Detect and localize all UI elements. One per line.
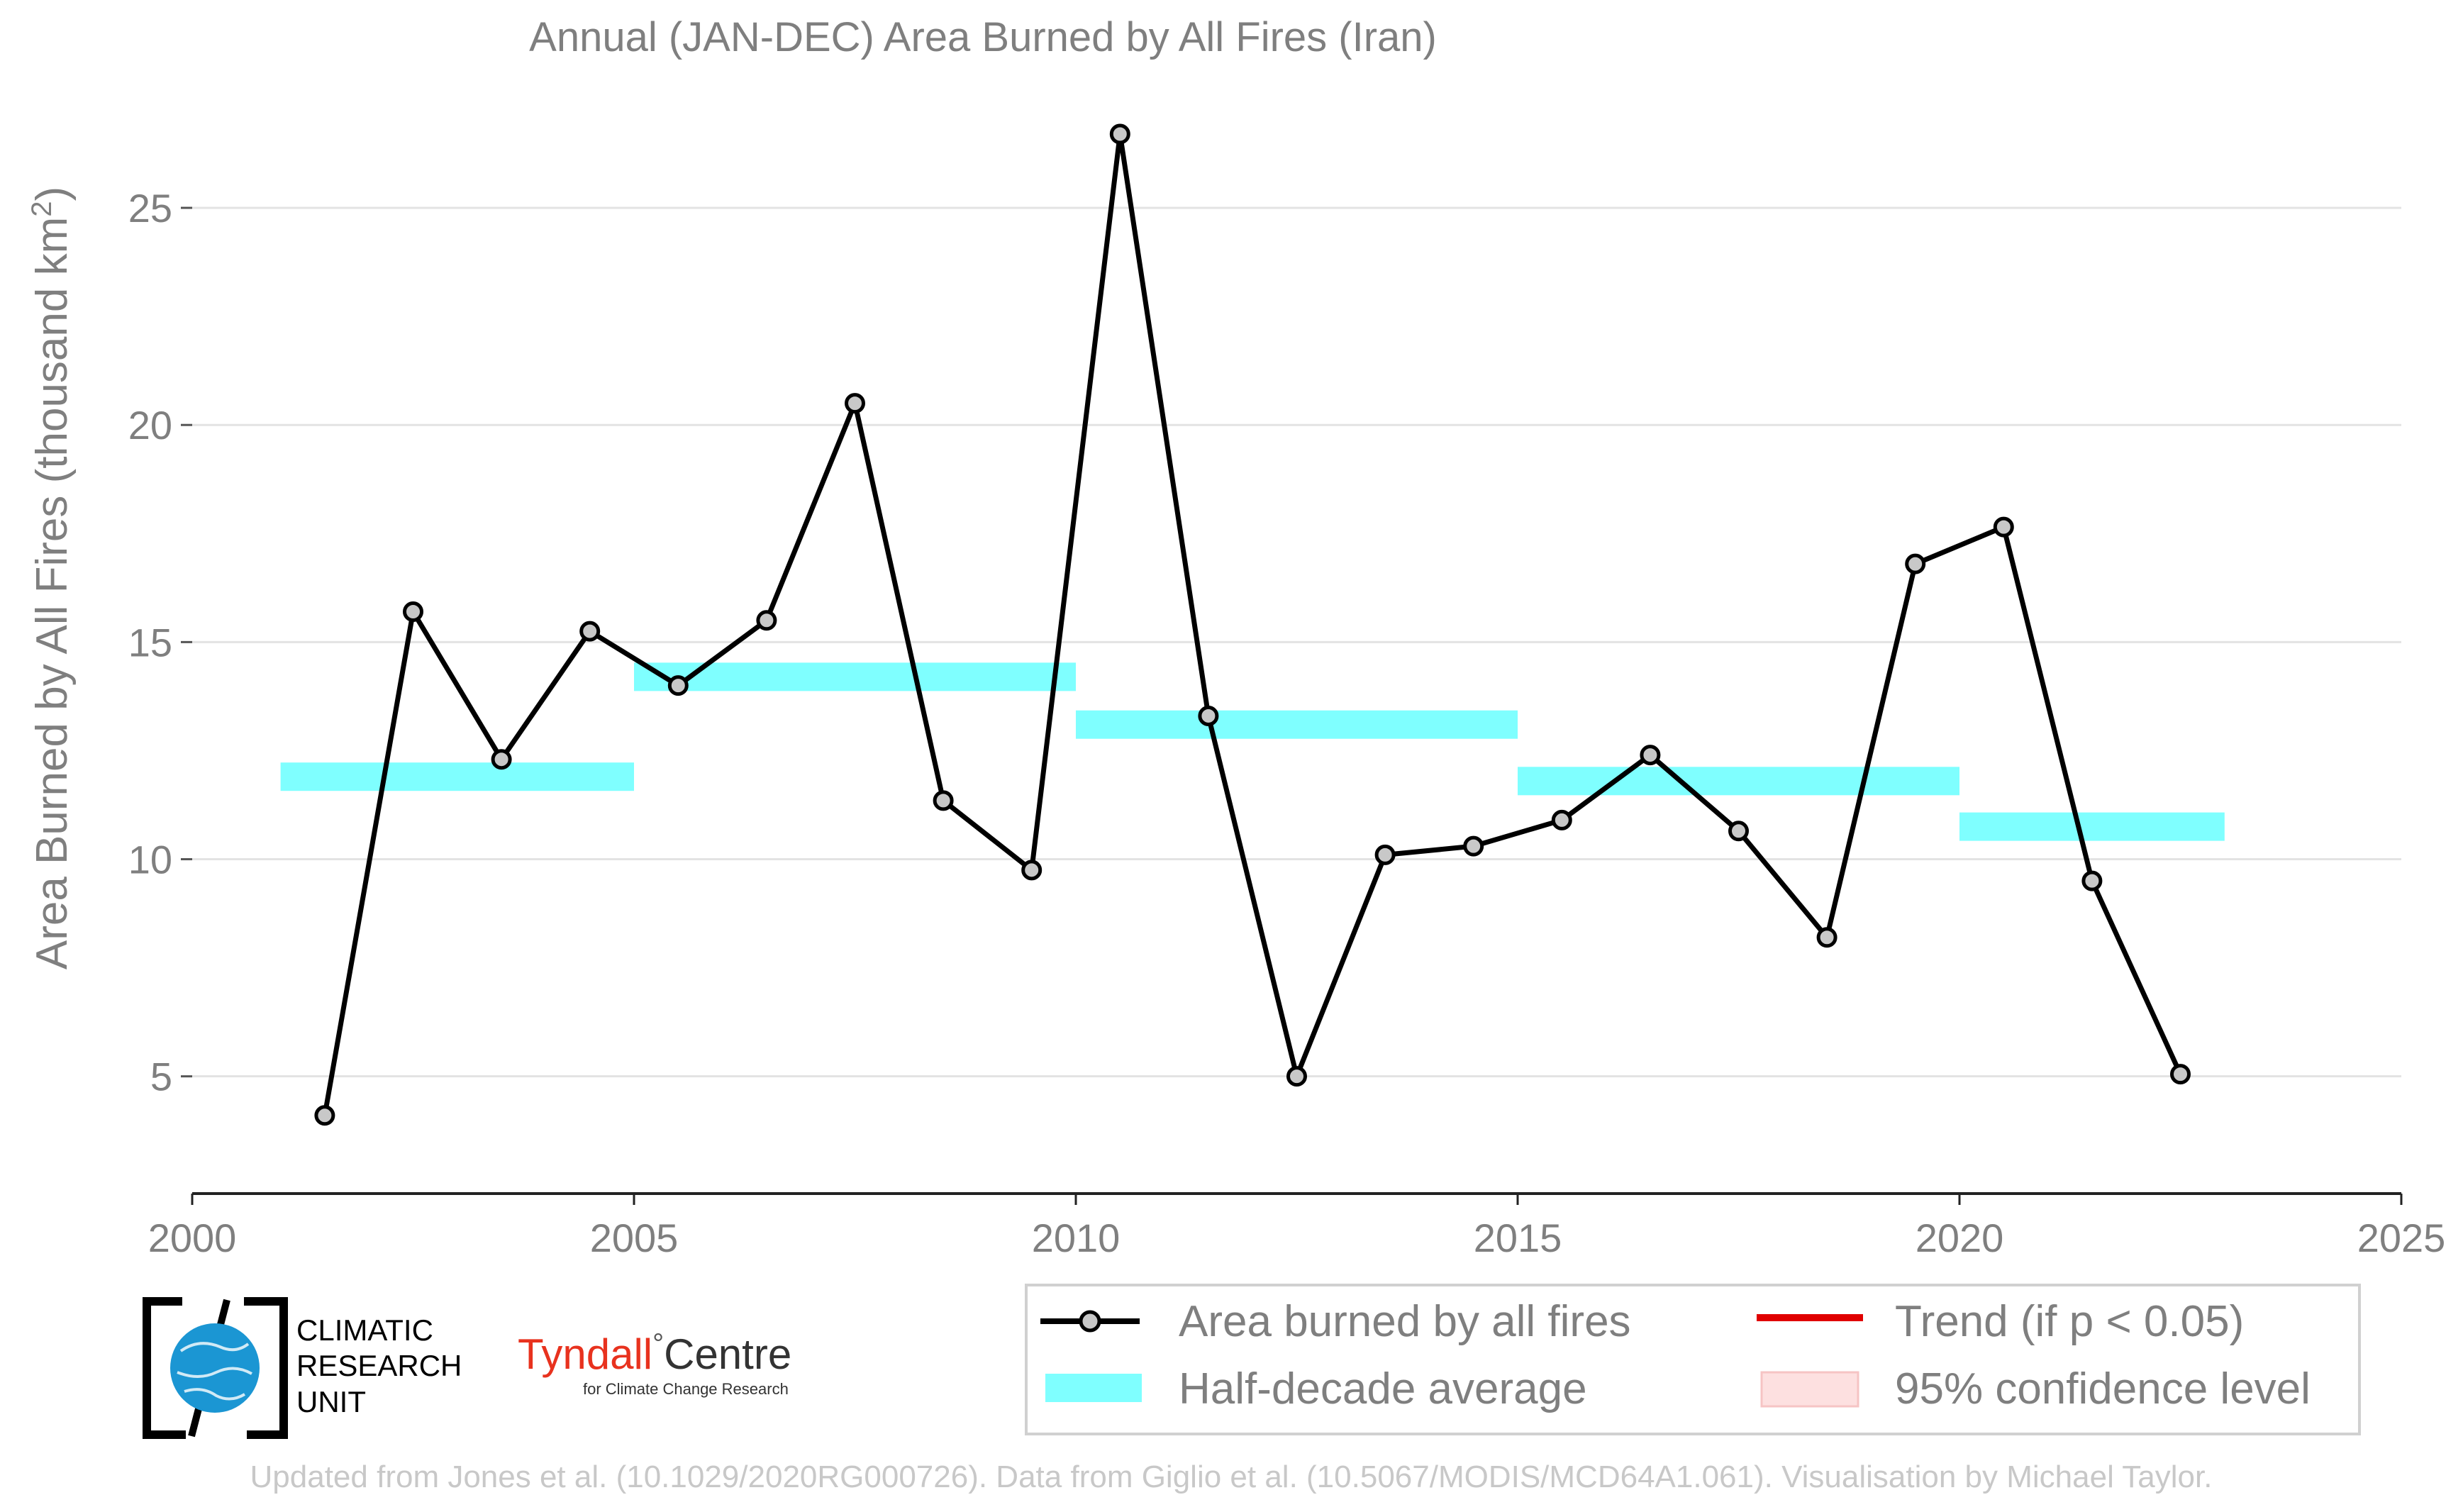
legend-half-decade-swatch xyxy=(1045,1374,1142,1402)
area-burned-point xyxy=(491,749,512,770)
area-burned-point xyxy=(314,1105,335,1126)
area-burned-point xyxy=(845,393,865,414)
legend-label-area-burned: Area burned by all fires xyxy=(1179,1297,1631,1346)
y-tick-label: 10 xyxy=(128,838,172,882)
y-axis-label: Area Burned by All Fires (thousand km2) xyxy=(26,187,77,969)
globe-contour-lines xyxy=(177,1342,252,1401)
area-burned-point xyxy=(933,790,954,811)
area-burned-point xyxy=(1021,860,1043,881)
credit-line: Updated from Jones et al. (10.1029/2020R… xyxy=(250,1460,2213,1494)
x-tick-label: 2005 xyxy=(590,1216,679,1260)
legend-frame xyxy=(1025,1284,2361,1435)
area-burned-point xyxy=(1816,927,1837,948)
tyndall-logo-subtitle: for Climate Change Research xyxy=(583,1380,789,1398)
cru-logo-line-3: UNIT xyxy=(296,1385,366,1418)
x-tick-label: 2025 xyxy=(2357,1216,2446,1260)
cru-logo: CLIMATIC RESEARCH UNIT xyxy=(143,1297,462,1439)
x-tick-label: 2015 xyxy=(1474,1216,1562,1260)
tyndall-logo-wordmark: Tyndall°Centre xyxy=(518,1328,791,1378)
half-decade-band xyxy=(1076,710,1518,739)
area-burned-point xyxy=(1109,123,1130,145)
area-burned-point xyxy=(579,621,601,642)
cru-logo-right-bracket xyxy=(244,1297,288,1439)
half-decade-band xyxy=(280,762,634,791)
area-burned-point xyxy=(1463,835,1484,857)
half-decade-band xyxy=(1959,812,2225,841)
globe-icon xyxy=(170,1323,260,1413)
gridlines xyxy=(192,206,2401,1078)
legend-label-trend: Trend (if p < 0.05) xyxy=(1895,1297,2244,1346)
x-tick-label: 2000 xyxy=(148,1216,237,1260)
half-decade-average-bands xyxy=(280,662,2225,841)
cru-logo-left-bracket xyxy=(143,1297,186,1439)
half-decade-band xyxy=(1518,767,1959,796)
cru-logo-line-1: CLIMATIC xyxy=(296,1313,433,1347)
area-burned-point xyxy=(1286,1066,1307,1087)
area-burned-point xyxy=(1905,553,1926,574)
area-burned-line xyxy=(322,131,2183,1116)
legend-marker-swatch xyxy=(1079,1310,1101,1333)
y-tick-label: 20 xyxy=(128,403,172,448)
area-burned-point xyxy=(2170,1064,2191,1085)
y-tick-label: 15 xyxy=(128,620,172,665)
area-burned-point xyxy=(1640,745,1661,766)
x-tick-label: 2020 xyxy=(1916,1216,2004,1260)
legend-label-confidence: 95% confidence level xyxy=(1895,1364,2311,1413)
area-burned-series xyxy=(314,123,2191,1126)
legend-confidence-swatch xyxy=(1760,1371,1859,1408)
area-burned-point xyxy=(1198,705,1219,726)
area-burned-point xyxy=(1374,844,1396,865)
area-burned-point xyxy=(1728,821,1749,842)
chart-title: Annual (JAN-DEC) Area Burned by All Fire… xyxy=(529,14,1437,60)
y-tick-label: 25 xyxy=(128,186,172,230)
tyndall-logo: Tyndall°Centre for Climate Change Resear… xyxy=(518,1328,791,1398)
area-burned-point xyxy=(1551,809,1572,830)
cru-logo-line-2: RESEARCH xyxy=(296,1349,462,1382)
x-tick-label: 2010 xyxy=(1032,1216,1121,1260)
area-burned-point xyxy=(667,675,689,696)
legend-label-half-decade: Half-decade average xyxy=(1179,1364,1587,1413)
legend: Area burned by all fires Half-decade ave… xyxy=(1025,1284,2361,1435)
y-tick-label: 5 xyxy=(150,1055,172,1099)
area-burned-point xyxy=(403,601,423,623)
area-burned-point xyxy=(756,610,777,631)
half-decade-band xyxy=(634,662,1076,691)
area-burned-point xyxy=(2081,870,2103,891)
area-burned-point xyxy=(1993,516,2014,538)
